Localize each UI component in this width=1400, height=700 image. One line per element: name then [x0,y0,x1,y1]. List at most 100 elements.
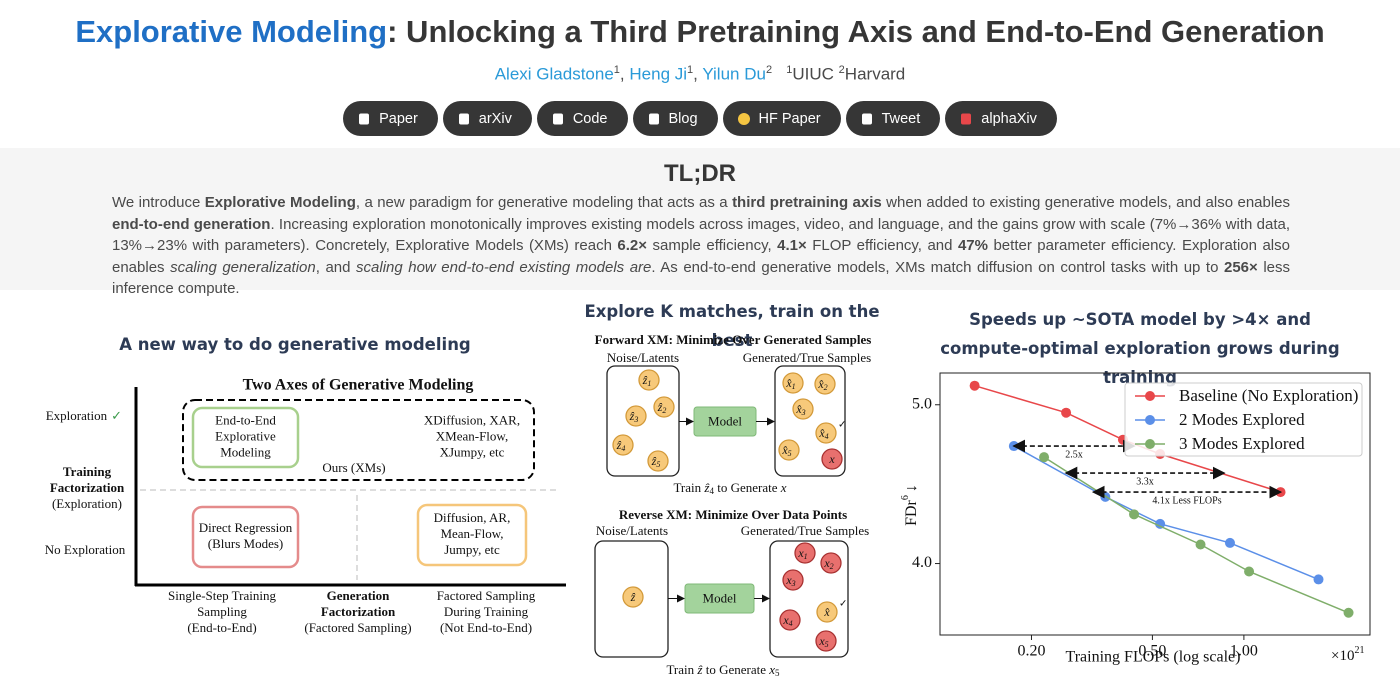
node-label-base: ẑ [616,438,622,452]
node-label-base: x̂ [823,605,830,619]
link-button[interactable]: Blog [632,101,718,136]
node-label-base: x̂ [795,402,802,416]
sample-node [612,434,634,456]
sample-node [792,398,814,420]
button-label: HF Paper [758,110,821,127]
node-label-sub: 2 [662,406,666,415]
ours-label: Ours (XMs) [322,460,385,475]
affil-num: 2 [838,64,845,76]
button-icon [737,112,750,125]
tldr-segment: 256× [1223,258,1258,276]
sample-node [815,422,837,444]
link-button[interactable]: Tweet [845,101,941,136]
tldr-segment: less inference compute. [112,258,1290,298]
sample-node [638,369,660,391]
y-label: No Exploration [45,542,126,557]
node-label: ẑ3 [629,409,639,424]
title-highlight: Explorative Modeling [75,14,388,49]
node-label-base: ẑ [629,409,635,423]
x-label: Factored Sampling [437,588,536,603]
node-label-sub: 1 [792,382,796,391]
affil-num: 1 [786,64,793,76]
category-box [416,503,528,567]
icon-shape [737,112,750,125]
icon-shape [961,113,972,124]
sample-node [794,542,816,564]
author-affil: 1 [613,64,620,76]
y-axis-sub: (Exploration) [52,496,122,511]
x-offset-base: ×10 [1331,648,1354,664]
tldr-segment: , and [315,258,357,276]
node-label-sub: 1 [804,552,808,561]
model-label: Model [703,590,737,605]
series-line [1043,456,1349,614]
tldr-segment: end-to-end generation [112,215,271,233]
sample-node [778,439,800,461]
node-label: x̂3 [795,402,805,417]
legend-marker [1145,415,1155,425]
legend-label: Baseline (No Exploration) [1179,386,1358,405]
diagram-title: Two Axes of Generative Modeling [243,377,474,394]
caption-part: to Generate [702,662,769,677]
node-label-base: x [823,556,830,570]
sample-node [782,569,804,591]
data-point [1061,407,1072,418]
node-label: x̂2 [817,377,827,392]
box-label: Diffusion, AR, [434,510,511,525]
link-button[interactable]: arXiv [442,101,532,136]
button-label: alphaXiv [981,110,1037,127]
y-label-base: FDr [903,499,920,525]
box-label: XMean-Flow, [436,428,508,443]
page-title: Explorative Modeling: Unlocking a Third … [0,14,1400,50]
tldr-segment: sample efficiency, [647,237,778,254]
tldr-segment: , a new paradigm for generative modeling… [355,194,733,211]
panel-label: Noise/Latents [596,523,668,538]
legend-label: 2 Modes Explored [1179,410,1305,429]
link-button[interactable]: alphaXiv [945,101,1057,136]
node-label: x̂4 [818,426,828,441]
panel-heading: Reverse XM: Minimize Over Data Points [619,507,847,522]
tldr-segment: We introduce [112,194,205,211]
node-label: ẑ2 [657,400,667,415]
link-button[interactable]: HF Paper [722,101,841,136]
data-point [1155,518,1166,529]
button-icon [961,113,972,124]
node-label: x̂1 [785,376,795,391]
link-buttons: Paper arXiv Code Blog HF Paper Tweet alphaXiv [0,101,1400,136]
node-label-base: x̂ [817,377,824,391]
author-name: Heng Ji [629,64,688,84]
authors: Alexi Gladstone1, Heng Ji1, Yilun Du2 1U… [0,64,1400,85]
tldr-segment: FLOP efficiency, and [806,237,958,254]
x-label: Sampling [197,604,247,619]
tldr-segment: scaling how end-to-end existing models a… [356,258,652,276]
icon-shape [861,113,872,124]
box-label: Modeling [220,444,271,459]
caption-part: ẑ [703,480,710,495]
button-label: Tweet [881,110,921,127]
x-offset: ×1021 [1331,645,1364,664]
sample-node [653,396,675,418]
x-tick-label: 1.00 [1230,643,1258,660]
link-button[interactable]: Code [536,101,628,136]
data-point [1244,566,1255,577]
box-label: (Blurs Modes) [208,536,283,551]
tldr-segment: scaling generalization [170,258,316,276]
y-axis-title: Factorization [50,480,125,495]
box-label: Mean-Flow, [440,526,503,541]
y-label-arrow: ↓ [903,484,920,492]
icon-shape [648,113,659,124]
node-label-sub: 4 [789,619,793,628]
tldr-segment: third pretraining axis [732,194,882,211]
ours-region [182,399,535,481]
panel-label: Noise/Latents [607,350,679,365]
legend-box [1124,382,1363,457]
icon-shape [552,113,563,124]
y-tick-label: 4.0 [912,554,932,571]
model-label: Model [708,413,742,428]
figure-title: Explore K matches, train on the best [584,302,880,350]
x-offset-exp: 21 [1354,645,1364,656]
node-label: x1 [797,546,807,561]
link-button[interactable]: Paper [343,101,438,136]
